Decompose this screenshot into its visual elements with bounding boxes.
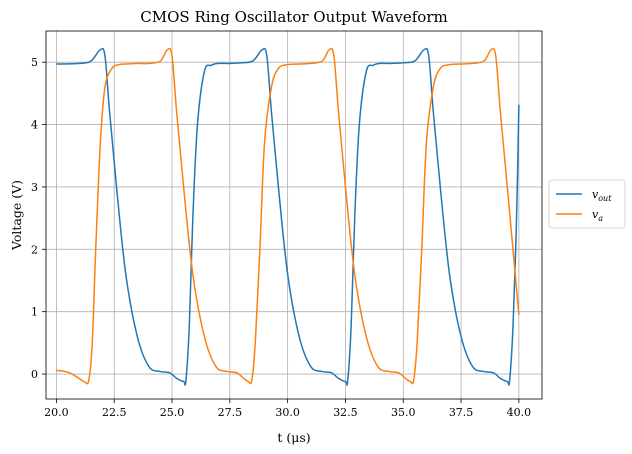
y-tick-label: 5 [31, 56, 38, 69]
legend: vout va [548, 179, 626, 229]
series-layer [56, 47, 520, 386]
series-line-v-out [56, 47, 520, 386]
plot-frame [45, 30, 543, 400]
y-axis-label: Voltage (V) [9, 180, 24, 251]
legend-label-v-out: vout [592, 188, 612, 203]
axis-ticks: 20.0 22.5 25.0 27.5 30.0 32.5 35.0 37.5 40.0 0 1 2 3… [31, 56, 531, 419]
y-tick-label: 0 [31, 368, 38, 381]
y-tick-label: 4 [31, 119, 38, 132]
x-tick-label: 35.0 [391, 406, 416, 419]
y-tick-label: 2 [31, 243, 38, 256]
legend-box [548, 179, 626, 229]
grid [46, 31, 542, 399]
x-tick-label: 25.0 [160, 406, 185, 419]
x-tick-label: 37.5 [449, 406, 474, 419]
y-tick-label: 3 [31, 181, 38, 194]
legend-label-v-a: va [592, 208, 603, 223]
chart-title: CMOS Ring Oscillator Output Waveform [140, 8, 447, 26]
y-tick-label: 1 [31, 306, 38, 319]
x-tick-label: 20.0 [44, 406, 69, 419]
x-tick-label: 30.0 [275, 406, 300, 419]
x-tick-label: 27.5 [218, 406, 243, 419]
x-axis-label: t (μs) [277, 430, 310, 445]
x-tick-label: 32.5 [333, 406, 358, 419]
x-tick-label: 22.5 [102, 406, 127, 419]
x-tick-label: 40.0 [507, 406, 532, 419]
series-line-v-a [56, 47, 520, 385]
